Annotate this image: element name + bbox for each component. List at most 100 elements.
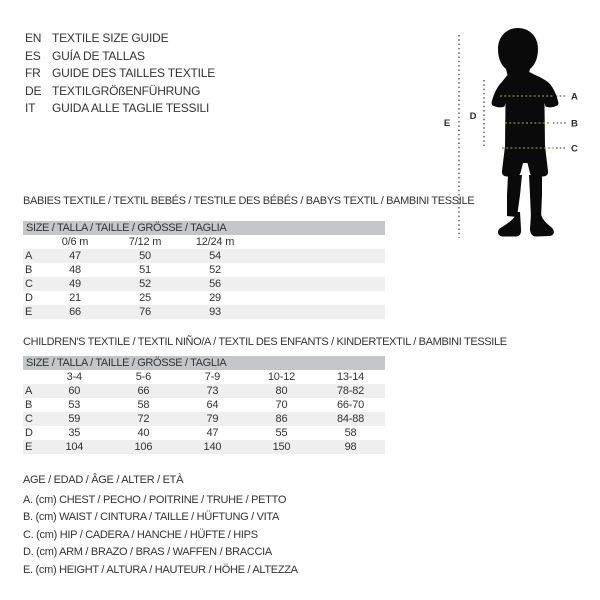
silhouette-left-leg [507,175,522,217]
label-hip: C [571,144,578,155]
silhouette-head [498,28,538,77]
language-row-de: DE TEXTILGRÖßENFÜHRUNG [25,83,215,101]
cell-value: 40 [137,427,150,439]
cell-value: 59 [68,413,81,425]
cell-value: 64 [206,399,219,411]
language-title: GUIDE DES TAILLES TEXTILE [52,66,216,80]
table-row: E 104 106 140 150 98 [23,440,385,454]
corner-cell [23,235,40,249]
cell-value: 29 [209,292,221,304]
language-code: ES [25,48,41,63]
legend-item-chest: A. (cm) CHEST / PECHO / POITRINE / TRUHE… [23,493,287,506]
cell-value: 106 [134,441,153,453]
cell-value: 79 [206,413,219,425]
row-label: D [25,427,33,439]
cell-value: 54 [209,250,221,262]
row-label: B [25,399,33,411]
language-title: TEXTILE SIZE GUIDE [52,31,169,45]
cell-value: 52 [209,264,221,276]
corner-cell [23,370,40,384]
table-row: D 35 40 47 55 58 [23,426,385,440]
cell-value: 86 [275,413,288,425]
legend-item-hip: C. (cm) HIP / CADERA / HANCHE / HÜFTE / … [23,528,258,541]
column-header: 5-6 [135,371,152,383]
label-chest: A [571,92,578,103]
row-label: B [25,264,33,276]
cell-value: 51 [139,264,151,276]
table-row: E 66 76 93 [23,305,385,319]
cell-value: 66 [69,306,81,318]
filler-cell [250,249,385,263]
silhouette-right-leg [529,175,542,218]
row-label: C [25,413,33,425]
legend-item-arm: D. (cm) ARM / BRAZO / BRAS / WAFFEN / BR… [23,546,272,558]
cell-value: 50 [139,250,151,262]
cell-value: 73 [206,385,219,397]
column-header: 0/6 m [61,236,89,248]
measurement-figure: A B C D E [440,25,600,245]
cell-value: 55 [275,427,288,439]
measurement-legend: AGE / EDAD / ÂGE / ALTER / ETÀ A. (cm) C… [23,472,298,579]
legend-items: A. (cm) CHEST / PECHO / POITRINE / TRUHE… [23,492,298,580]
language-code: EN [25,31,42,45]
cell-value: 72 [137,413,150,425]
babies-table-size-header: SIZE / TALLA / TAILLE / GRÖSSE / TAGLIA [23,221,385,235]
cell-value: 58 [137,399,150,411]
cell-value: 49 [69,278,81,290]
silhouette-left-shoe [497,212,522,237]
label-arm: D [470,111,477,122]
cell-value: 66-70 [336,399,365,411]
cell-value: 56 [209,278,221,290]
row-label: C [25,278,33,290]
language-title: GUIDA ALLE TAGLIE TESSILI [52,101,210,115]
cell-value: 60 [68,385,81,397]
column-header: 13-14 [336,371,365,383]
cell-value: 47 [206,427,219,439]
legend-age-line: AGE / EDAD / ÂGE / ALTER / ETÀ [23,474,184,486]
cell-value: 93 [209,306,221,318]
child-silhouette-diagram: A B C D E [444,28,578,238]
cell-value: 98 [344,441,357,453]
filler-cell [250,305,385,319]
row-label: D [25,292,33,304]
language-row-it: IT GUIDA ALLE TAGLIE TESSILI [25,100,215,118]
children-section-title: CHILDREN'S TEXTILE / TEXTIL NIÑO/A / TEX… [23,336,507,348]
babies-section-title: BABIES TEXTILE / TEXTIL BEBÉS / TESTILE … [23,195,475,207]
row-label: A [25,250,33,262]
filler-cell [250,291,385,305]
legend-item-height: E. (cm) HEIGHT / ALTURA / HAUTEUR / HÖHE… [23,563,298,576]
language-title: GUÍA DE TALLAS [52,48,145,63]
row-label: E [25,306,33,318]
table-row: C 49 52 56 [23,277,385,291]
row-label: E [25,441,33,453]
cell-value: 25 [139,292,151,304]
cell-value: 47 [69,250,81,262]
table-row: D 21 25 29 [23,291,385,305]
silhouette-shorts [501,146,549,177]
cell-value: 35 [68,427,81,439]
filler-cell [250,277,385,291]
cell-value: 58 [344,427,357,439]
babies-column-header-row: 0/6 m 7/12 m 12/24 m [23,235,385,249]
cell-value: 21 [69,292,81,304]
children-column-header-row: 3-4 5-6 7-9 10-12 13-14 [23,370,385,384]
table-row: A 47 50 54 [23,249,385,263]
language-title: TEXTILGRÖßENFÜHRUNG [52,83,201,98]
silhouette-right-shoe [530,214,554,237]
silhouette-shirt [491,70,559,147]
column-header: 10-12 [267,371,296,383]
label-height: E [444,118,450,129]
language-row-es: ES GUÍA DE TALLAS [25,48,215,66]
language-code: IT [25,101,36,115]
column-header: 7/12 m [128,236,162,248]
column-header: 12/24 m [195,236,235,248]
cell-value: 76 [139,306,151,318]
cell-value: 84-88 [336,413,365,425]
cell-value: 48 [69,264,81,276]
table-row: B 53 58 64 70 66-70 [23,398,385,412]
filler-cell [250,263,385,277]
cell-value: 80 [275,385,288,397]
language-row-fr: FR GUIDE DES TAILLES TEXTILE [25,65,215,83]
cell-value: 78-82 [336,385,365,397]
